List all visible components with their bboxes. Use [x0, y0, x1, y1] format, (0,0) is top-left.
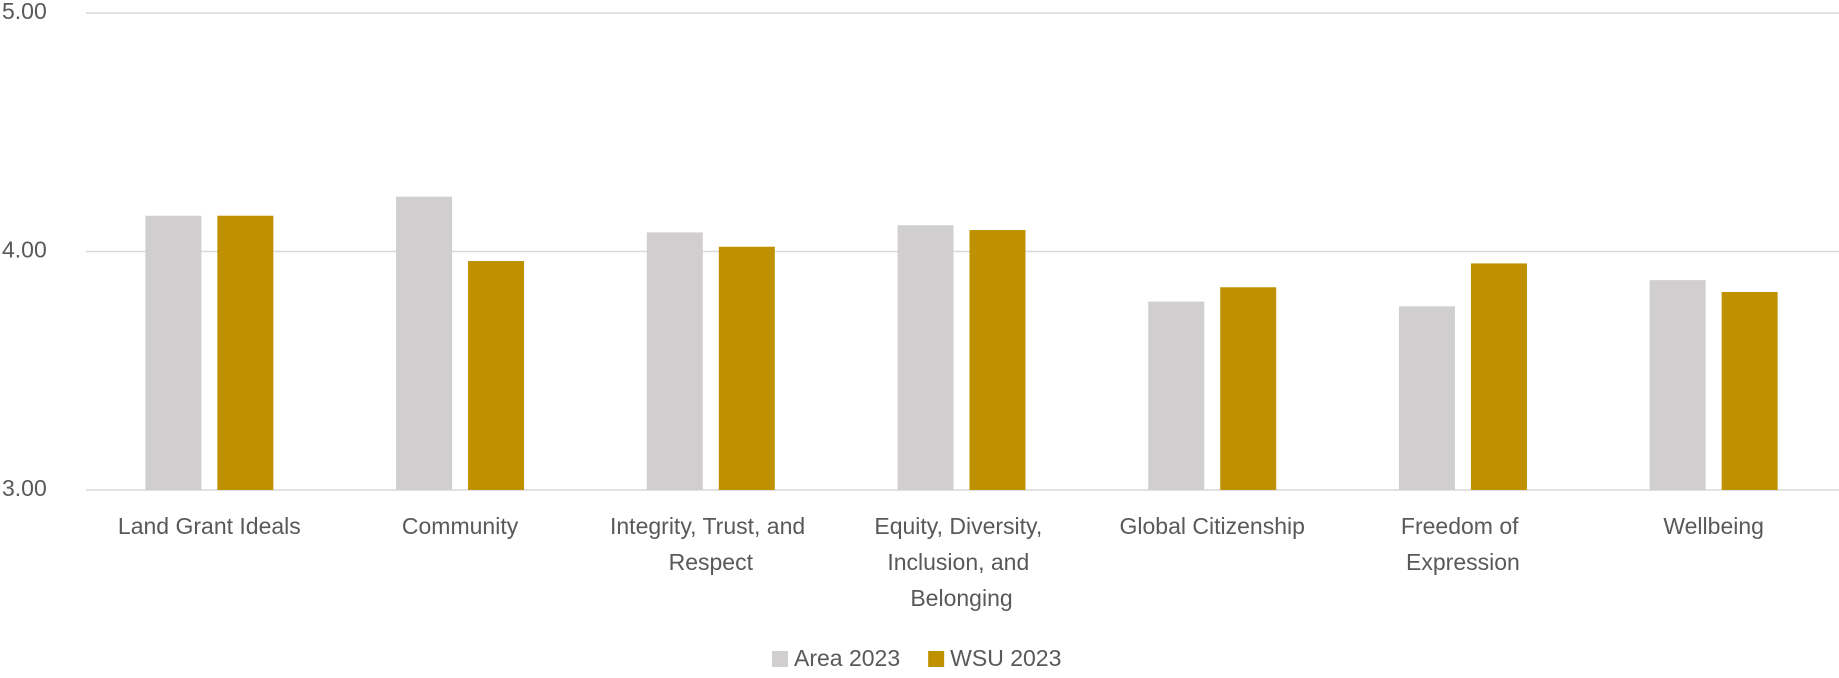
x-tick-label: Integrity, Trust, and Respect	[610, 513, 812, 575]
x-tick-label-line: Community	[402, 513, 519, 539]
x-tick-label-line: Belonging	[910, 585, 1012, 611]
x-tick-label-line: Wellbeing	[1663, 513, 1764, 539]
x-tick-label: Global Citizenship	[1120, 513, 1305, 539]
legend-label: WSU 2023	[950, 645, 1061, 671]
bar	[1398, 306, 1455, 490]
bar	[468, 261, 525, 490]
x-tick-label: Land Grant Ideals	[118, 513, 301, 539]
bar	[1220, 287, 1277, 490]
y-tick-label: 5.00	[2, 0, 47, 24]
bar	[396, 196, 453, 490]
x-tick-label-line: Equity, Diversity,	[874, 513, 1048, 539]
x-tick-label-line: Freedom of	[1401, 513, 1525, 539]
x-tick-label: Equity, Diversity, Inclusion, and Belong…	[874, 513, 1048, 611]
x-tick-label-line: Integrity, Trust, and	[610, 513, 812, 539]
bar	[1148, 301, 1205, 490]
x-tick-label-line: Global Citizenship	[1120, 513, 1305, 539]
x-tick-label: Freedom of Expression	[1401, 513, 1525, 575]
x-tick-label: Community	[402, 513, 519, 539]
bar	[217, 215, 274, 490]
bar	[718, 246, 775, 490]
y-tick-label: 3.00	[2, 475, 47, 501]
bar	[897, 225, 954, 490]
x-tick-label-line: Expression	[1406, 549, 1520, 575]
bar	[1721, 292, 1778, 490]
x-tick-label: Wellbeing	[1663, 513, 1764, 539]
legend-swatch	[928, 651, 945, 667]
bar	[145, 215, 202, 490]
bar	[646, 232, 703, 491]
x-tick-label-line: Land Grant Ideals	[118, 513, 301, 539]
legend-swatch	[772, 651, 788, 667]
x-tick-label-line: Respect	[669, 549, 754, 575]
legend-label: Area 2023	[794, 645, 900, 671]
x-tick-label-line: Inclusion, and	[887, 549, 1035, 575]
bar	[1649, 280, 1706, 490]
bar	[1470, 263, 1527, 490]
bar	[969, 230, 1026, 490]
y-tick-label: 4.00	[2, 237, 47, 263]
